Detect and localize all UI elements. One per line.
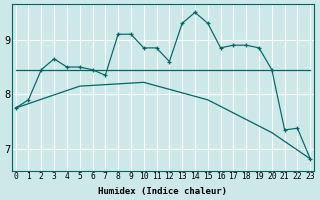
X-axis label: Humidex (Indice chaleur): Humidex (Indice chaleur) <box>99 187 228 196</box>
